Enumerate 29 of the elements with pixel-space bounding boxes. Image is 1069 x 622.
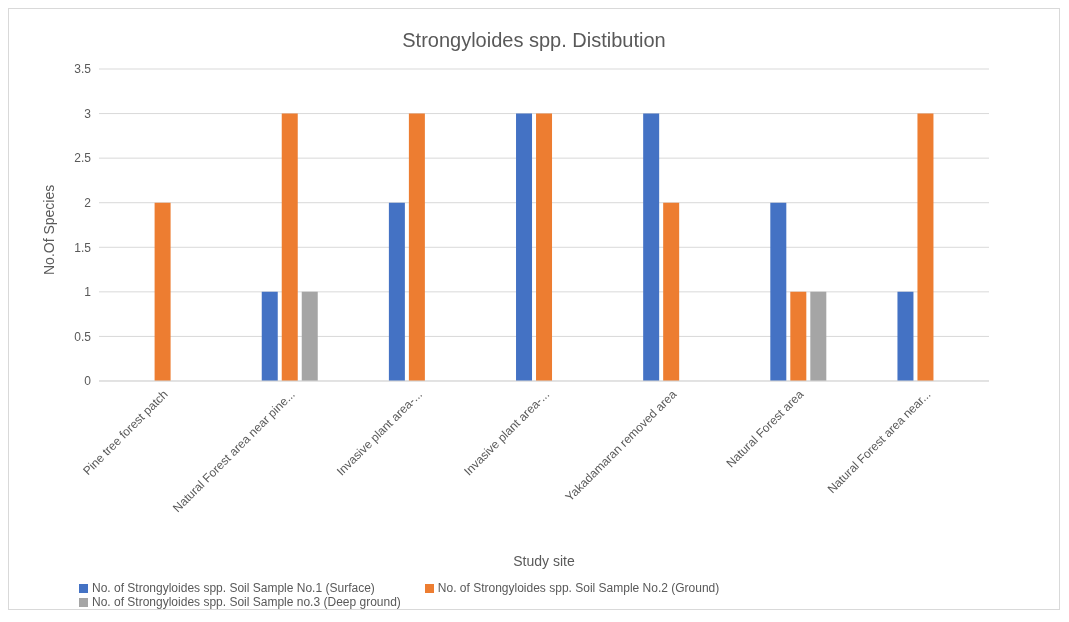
y-tick-label: 3.5 [74, 62, 92, 77]
y-tick-label: 3 [84, 106, 92, 121]
bar [790, 291, 807, 381]
bar [663, 202, 680, 381]
bar [261, 291, 278, 381]
y-tick-label: 0 [84, 374, 92, 389]
bar [154, 202, 171, 381]
bar [810, 291, 827, 381]
y-tick-label: 2 [84, 195, 92, 210]
bar [281, 113, 298, 381]
chart-title: Strongyloides spp. Distibution [401, 28, 667, 53]
bar [643, 113, 660, 381]
bar [301, 291, 318, 381]
bar [516, 113, 533, 381]
bar [388, 202, 405, 381]
legend-label: No. of Strongyloides spp. Soil Sample No.2 (Ground) [437, 581, 720, 595]
bar [897, 291, 914, 381]
y-tick-label: 0.5 [74, 329, 92, 344]
y-tick-label: 1 [84, 285, 92, 300]
y-tick-label: 2.5 [74, 151, 92, 166]
y-tick-label: 1.5 [74, 240, 92, 255]
y-axis-title: No.Of Species [40, 184, 57, 275]
bar [917, 113, 934, 381]
bar [408, 113, 425, 381]
legend-label: No. of Strongyloides spp. Soil Sample No.1 (Surface) [92, 581, 375, 595]
bar [536, 113, 553, 381]
x-axis-title: Study site [513, 553, 575, 569]
bar [770, 202, 787, 381]
legend-label: No. of Strongyloides spp. Soil Sample no.3 (Deep ground) [92, 595, 401, 609]
